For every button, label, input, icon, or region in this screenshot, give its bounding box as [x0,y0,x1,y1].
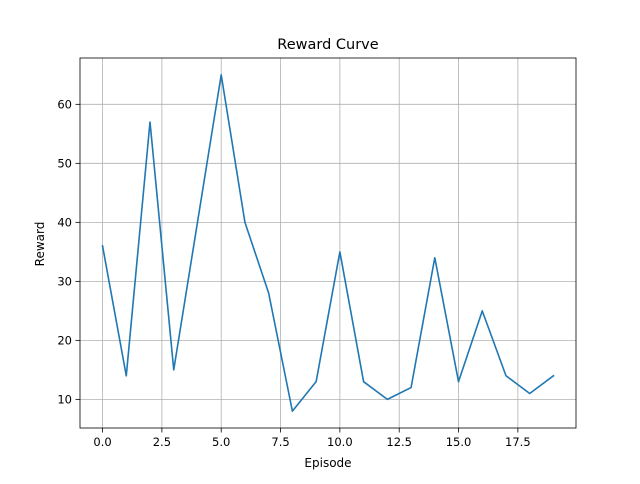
y-tick-label: 60 [57,97,72,111]
x-tick-label: 15.0 [446,435,472,449]
x-tick-label: 0.0 [93,435,111,449]
chart-title: Reward Curve [277,37,378,53]
x-tick-label: 10.0 [327,435,353,449]
y-tick-label: 10 [57,392,72,406]
plot-frame [79,57,577,429]
y-axis-label: Reward [33,222,47,267]
grid-lines [80,58,576,428]
x-tick-label: 7.5 [271,435,289,449]
x-tick-label: 2.5 [153,435,171,449]
y-tick-label: 20 [57,333,72,347]
y-tick-label: 50 [57,156,72,170]
x-tick-label: 12.5 [386,435,412,449]
y-tick-label: 30 [57,274,72,288]
x-tick-label: 5.0 [212,435,230,449]
series-line [101,74,555,412]
x-axis-label: Episode [304,456,351,470]
axes: 0.0 2.5 5.0 7.5 10.0 12.5 15.0 17.5 10 20 30 40 50 60 [57,97,530,449]
x-tick-label: 17.5 [505,435,531,449]
y-tick-label: 40 [57,215,72,229]
